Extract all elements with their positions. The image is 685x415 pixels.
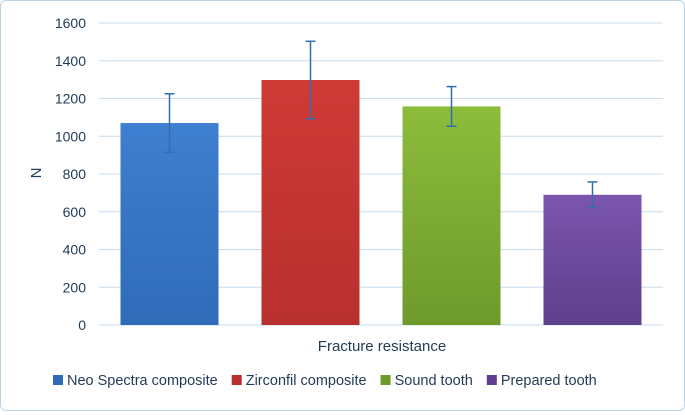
y-tick-label: 400	[63, 242, 87, 258]
legend-label: Zirconfil composite	[246, 373, 367, 389]
y-tick-label: 1400	[55, 53, 86, 69]
bar-zirconfil-composite	[261, 80, 360, 325]
legend-swatch	[380, 375, 391, 385]
bar-prepared-tooth	[543, 194, 642, 325]
error-bar	[305, 40, 316, 120]
legend-label: Prepared tooth	[501, 373, 597, 389]
y-tick-label: 0	[78, 317, 86, 333]
bar-neo-spectra-composite	[120, 123, 219, 325]
error-bar	[587, 181, 598, 209]
legend-label: Sound tooth	[395, 373, 473, 389]
y-tick-label: 1600	[55, 15, 86, 31]
bars	[120, 80, 642, 326]
error-bar	[164, 93, 175, 154]
legend-swatch	[231, 375, 242, 385]
x-axis-title: Fracture resistance	[318, 338, 446, 355]
y-axis-ticks: 0 200 400 600 800 1000 1200 1400 1600	[55, 15, 86, 333]
error-bar	[446, 85, 457, 127]
y-tick-label: 200	[63, 279, 87, 295]
y-tick-label: 800	[63, 166, 87, 182]
y-tick-label: 1200	[55, 91, 86, 107]
y-tick-label: 1000	[55, 128, 86, 144]
legend-item: Neo Spectra composite	[53, 373, 218, 389]
legend-item: Zirconfil composite	[231, 373, 367, 389]
error-bars	[164, 40, 598, 209]
legend-label: Neo Spectra composite	[67, 373, 218, 389]
y-tick-label: 600	[63, 204, 87, 220]
legend-swatch	[53, 375, 63, 385]
legend: Neo Spectra composite Zirconfil composite…	[53, 373, 597, 389]
y-axis-title: N	[28, 168, 45, 179]
legend-item: Sound tooth	[380, 373, 473, 389]
bar-sound-tooth	[402, 106, 501, 326]
legend-item: Prepared tooth	[486, 373, 597, 389]
legend-swatch	[486, 375, 497, 385]
